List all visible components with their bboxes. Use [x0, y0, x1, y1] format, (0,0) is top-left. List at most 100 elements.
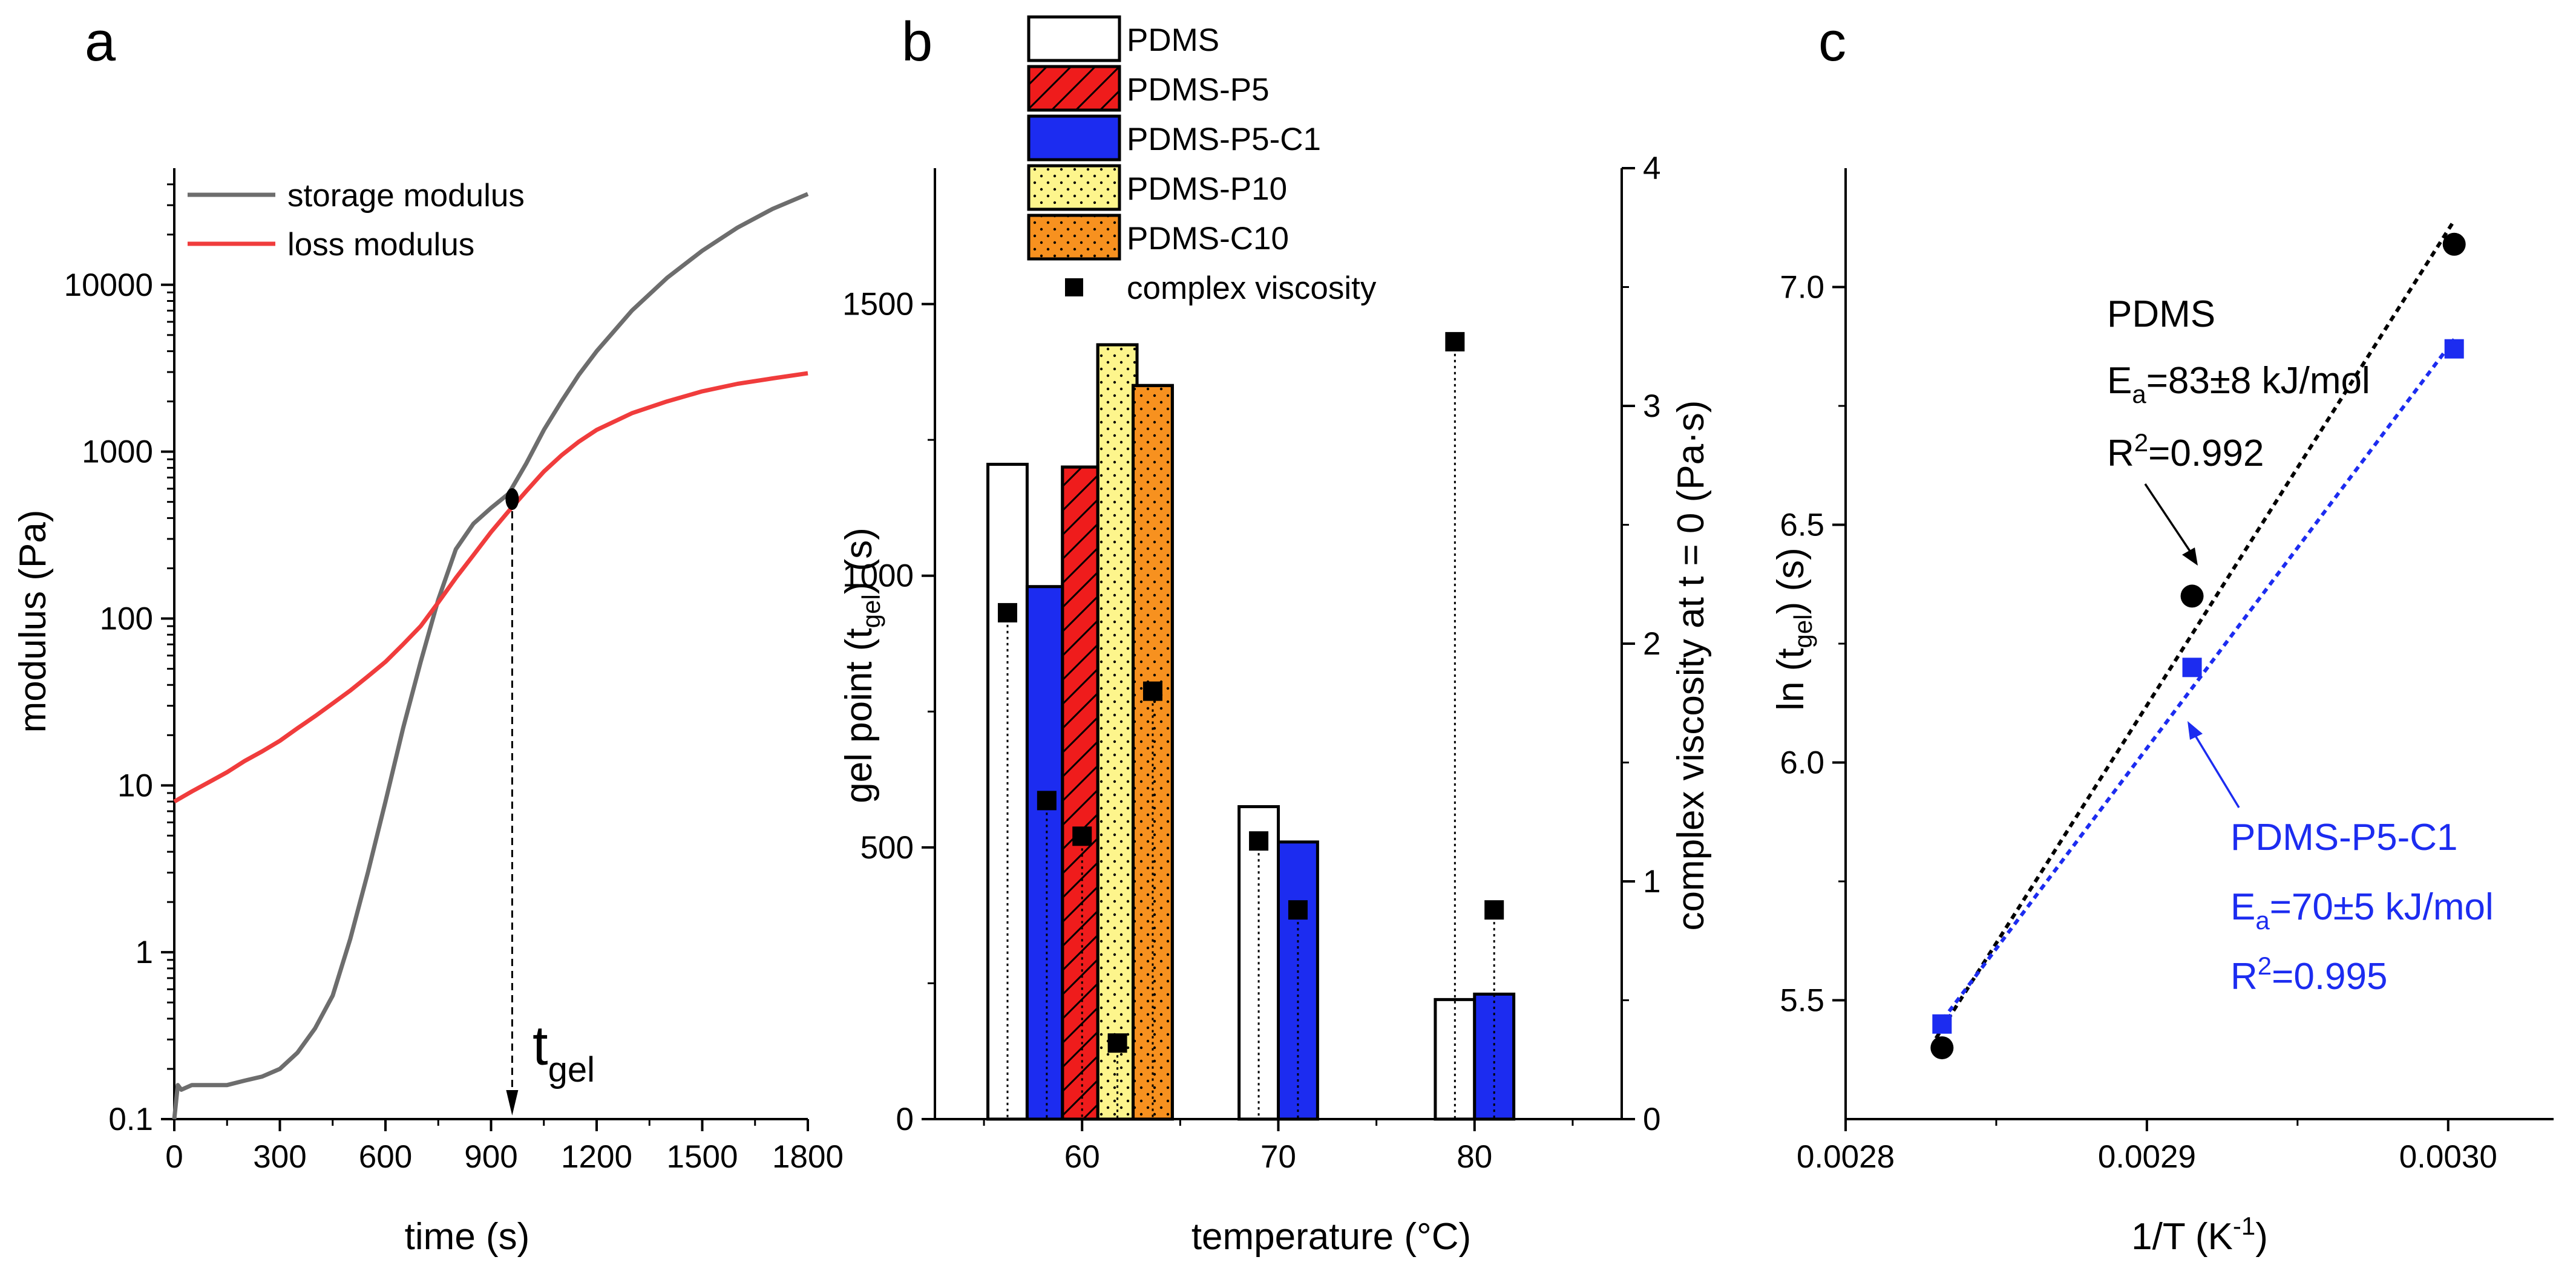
panel-c-letter: c: [1818, 11, 1846, 73]
panel-c-ytick-label: 5.5: [1780, 983, 1824, 1019]
legend-pdms-p5-c1-swatch: [1027, 114, 1121, 162]
panel-b-ytick-right-label: 0: [1643, 1102, 1660, 1137]
panel-b-ytick-left-label: 1500: [842, 287, 914, 322]
legend-complex-viscosity-label: complex viscosity: [1127, 270, 1377, 306]
p5c1-r2-prefix: R: [2230, 956, 2258, 998]
p5c1-r2-value: =0.995: [2272, 956, 2387, 998]
pdms-r2-sup: 2: [2134, 428, 2148, 457]
p5c1-arrow: [2191, 730, 2240, 808]
panel-a-ytick-label: 1: [136, 935, 153, 970]
panel-a-xtick-label: 0: [165, 1139, 183, 1175]
panel-a-series: [172, 192, 809, 1120]
panel-a-ytick-label: 10000: [64, 267, 153, 303]
panel-b-ylabel-left-main: gel point (t: [838, 628, 880, 803]
legend-storage-label: storage modulus: [287, 178, 525, 214]
loss-modulus-line: [173, 371, 808, 804]
legend-complex-viscosity-marker: [1065, 278, 1083, 296]
bar-pdms-p5-c1-60: [1025, 585, 1068, 1121]
legend-pdms-swatch: [1027, 15, 1121, 62]
panel-b-ytick-left-label: 1000: [842, 558, 914, 594]
panel-b-letter: b: [902, 11, 932, 73]
panel-a-ytick-label: 100: [100, 601, 153, 636]
bar-pdms-60: [986, 463, 1029, 1121]
panel-c-ylabel: ln (tgel) (s): [1770, 547, 1817, 711]
panel-c-ytick-label: 7.0: [1780, 270, 1824, 305]
panel-a-xtick-label: 300: [253, 1139, 306, 1175]
legend-pdms-c10-label: PDMS-C10: [1127, 221, 1289, 256]
gel-point-arrowhead: [506, 1090, 519, 1115]
panel-b-ylabel-right: complex viscosity at t = 0 (Pa·s): [1670, 400, 1712, 931]
pdms-label: PDMS: [2107, 293, 2215, 335]
pdms-point: [2180, 584, 2204, 608]
viscosity-marker-pdms-p5-c1-70: [1288, 900, 1308, 920]
legend-loss-label: loss modulus: [287, 227, 474, 263]
pdms-point: [2442, 232, 2466, 256]
tgel-annotation: tgel: [533, 1015, 595, 1089]
panel-a-xtick-label: 1500: [667, 1139, 738, 1175]
p5c1-ea-sub: a: [2255, 906, 2270, 935]
panel-a-xtick-label: 600: [359, 1139, 412, 1175]
panel-c-xtick-label: 0.0029: [2098, 1139, 2196, 1175]
panel-a-xtick-label: 1200: [561, 1139, 632, 1175]
legend-pdms-p10-pattern: [1027, 164, 1121, 211]
pdms-ea: Ea=83±8 kJ/mol: [2107, 360, 2370, 408]
bar-pattern-pdms-p10-60: [1096, 343, 1139, 1121]
pdms-p5-c1-point: [1932, 1014, 1952, 1034]
legend-pdms-p5-label: PDMS-P5: [1127, 72, 1270, 108]
panel-b-ylabel-left-end: ) (s): [838, 527, 880, 594]
panel-b-ytick-right-label: 3: [1643, 388, 1660, 424]
viscosity-marker-pdms-p5-60: [1072, 826, 1092, 846]
pdms-r2-prefix: R: [2107, 433, 2134, 474]
panel-c-xtick-label: 0.0030: [2399, 1139, 2497, 1175]
panel-c-ytick-label: 6.5: [1780, 508, 1824, 543]
p5c1-ea-prefix: E: [2230, 886, 2255, 928]
panel-a: a 0 300 600 900 1200 1500 1800 0.1 1 10 100 1000 100…: [12, 11, 844, 1258]
panel-c: c 0.0028 0.0029 0.0030 5.5 6.0 6.5 7.0 PDMS Ea…: [1770, 11, 2554, 1258]
viscosity-marker-pdms-80: [1445, 331, 1465, 351]
pdms-r2: R2=0.992: [2107, 428, 2264, 474]
legend-pdms-p5-c1-label: PDMS-P5-C1: [1127, 122, 1321, 157]
p5c1-label: PDMS-P5-C1: [2230, 817, 2458, 858]
panel-b-ytick-right-label: 4: [1643, 151, 1660, 186]
panel-b-xtick-label: 70: [1260, 1139, 1296, 1175]
legend-pdms-p10-label: PDMS-P10: [1127, 171, 1287, 207]
panel-b-ytick-right-label: 2: [1643, 626, 1660, 662]
p5c1-ea: Ea=70±5 kJ/mol: [2230, 886, 2494, 935]
panel-c-xlabel-sup: -1: [2233, 1212, 2255, 1240]
tgel-t: t: [533, 1015, 548, 1077]
panel-c-xlabel-end: ): [2255, 1216, 2268, 1258]
bar-pdms-p5-c1-70: [1277, 840, 1319, 1121]
pdms-fit-line: [1934, 219, 2456, 1039]
panel-b-ytick-left-label: 500: [860, 830, 914, 866]
pdms-p5-c1-annotation: PDMS-P5-C1 Ea=70±5 kJ/mol R2=0.995: [2188, 721, 2494, 998]
panel-a-legend: storage modulus loss modulus: [188, 178, 525, 263]
panel-c-xtick-label: 0.0028: [1797, 1139, 1895, 1175]
pdms-arrow: [2144, 483, 2195, 557]
viscosity-marker-pdms-p5-c1-60: [1037, 791, 1057, 811]
p5c1-ea-value: =70±5 kJ/mol: [2270, 886, 2494, 928]
panel-b-bars: [986, 343, 1516, 1121]
panel-a-ytick-label: 10: [117, 768, 153, 803]
panel-c-xlabel-main: 1/T (K: [2131, 1216, 2233, 1258]
viscosity-marker-pdms-70: [1249, 831, 1269, 851]
pdms-ea-value: =83±8 kJ/mol: [2146, 360, 2370, 402]
pdms-ea-sub: a: [2132, 380, 2146, 408]
legend-pdms-label: PDMS: [1127, 22, 1219, 58]
panel-b-ylabel-left-sub: gel: [857, 594, 885, 628]
panel-a-axes: 0 300 600 900 1200 1500 1800 0.1 1 10 100 1000 10000: [64, 168, 844, 1175]
panel-a-ytick-label: 0.1: [108, 1102, 153, 1137]
pdms-ea-prefix: E: [2107, 360, 2132, 402]
panel-c-series: [1930, 219, 2466, 1060]
panel-b-ytick-left-label: 0: [896, 1102, 914, 1137]
bar-pattern-pdms-p5-60: [1061, 465, 1104, 1121]
p5c1-r2-sup: 2: [2258, 952, 2272, 980]
pdms-p5-c1-fit-line: [1934, 338, 2456, 1030]
storage-modulus-line: [172, 192, 809, 1120]
panel-c-ylabel-sub: gel: [1789, 614, 1817, 648]
panel-b-viscosity-markers: [997, 331, 1504, 1119]
panel-a-xtick-label: 1800: [772, 1139, 844, 1175]
pdms-annotation: PDMS Ea=83±8 kJ/mol R2=0.992: [2107, 293, 2370, 566]
panel-a-letter: a: [85, 11, 116, 73]
panel-a-xtick-label: 900: [464, 1139, 517, 1175]
